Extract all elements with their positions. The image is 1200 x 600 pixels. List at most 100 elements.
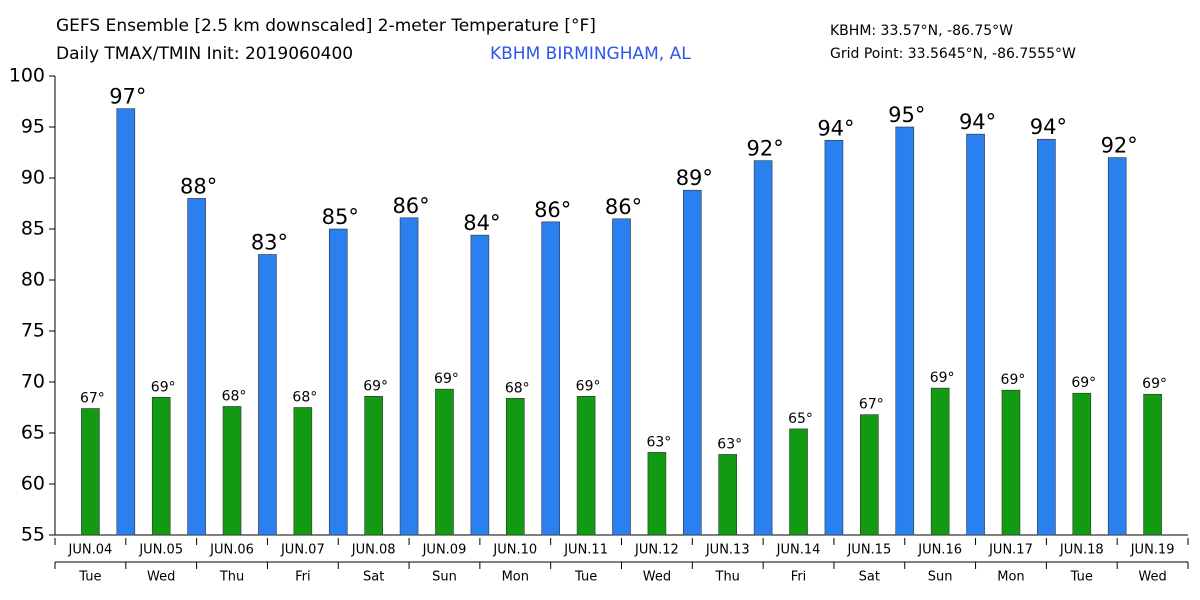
value-label: 92° [1101,134,1138,158]
weekday-label: Wed [643,570,671,585]
y-tick-label: 65 [21,422,45,444]
tmax-bar [683,189,702,536]
y-tick-label: 75 [21,320,45,342]
tmax-bar [116,108,136,536]
x-tick-label: JUN.04 [68,543,113,558]
tmin-bar [1143,393,1162,536]
value-label: 94° [1030,115,1067,139]
x-tick-label: JUN.17 [988,543,1033,558]
x-tick-label: JUN.07 [280,543,325,558]
value-label: 68° [292,390,317,406]
tmax-bar [1107,157,1127,536]
tmin-bar [647,452,667,536]
x-tick-label: JUN.15 [846,543,891,558]
tmin-bar [151,396,171,536]
x-tick-label: JUN.05 [138,543,183,558]
tmax-bar [187,198,206,536]
value-label: 89° [676,166,713,190]
tmin-bar [81,408,100,536]
tmin-bar [1072,392,1092,536]
grid-coords: Grid Point: 33.5645°N, -86.7555°W [830,46,1076,62]
y-tick-label: 85 [21,218,45,240]
tmin-bar [1001,389,1021,536]
weekday-label: Sun [928,570,953,585]
value-label: 69° [930,370,955,386]
x-tick-label: JUN.13 [705,543,750,558]
value-label: 69° [363,378,388,394]
value-label: 94° [959,110,996,134]
weekday-label: Sat [859,570,880,585]
tmax-bar [1037,138,1056,536]
tmax-bar [399,217,419,536]
weekday-label: Mon [997,570,1024,585]
value-label: 63° [646,434,671,450]
value-label: 63° [717,436,742,452]
weekday-label: Wed [1138,570,1166,585]
y-tick-label: 60 [21,473,45,495]
y-tick-label: 95 [21,116,45,138]
tmin-bar [860,414,879,536]
y-tick-label: 70 [21,371,45,393]
value-label: 94° [817,116,854,140]
weekday-label: Mon [502,570,529,585]
chart-title: GEFS Ensemble [2.5 km downscaled] 2-mete… [56,16,596,36]
tmax-bar [328,228,348,536]
value-label: 86° [392,194,429,218]
value-label: 69° [1142,376,1167,392]
weekday-label: Tue [574,570,597,585]
tmax-bar [895,126,915,536]
weekday-label: Tue [1070,570,1093,585]
weekday-label: Fri [791,570,807,585]
value-label: 86° [534,198,571,222]
tmin-bar [930,387,950,536]
value-label: 69° [1001,372,1026,388]
x-tick-label: JUN.10 [492,543,537,558]
tmax-bar [753,160,773,536]
tmax-bar [258,254,277,536]
value-label: 69° [1071,375,1096,391]
x-tick-label: JUN.18 [1059,543,1104,558]
value-label: 67° [859,397,884,413]
tmax-bar [612,218,631,536]
y-tick-label: 80 [21,269,45,291]
weekday-label: Sun [432,570,457,585]
chart-subtitle: Daily TMAX/TMIN Init: 2019060400 [56,44,353,64]
x-tick-label: JUN.09 [422,543,467,558]
x-tick-label: JUN.14 [776,543,821,558]
x-tick-label: JUN.06 [209,543,254,558]
tmax-bar [541,221,560,536]
value-label: 86° [605,195,642,219]
y-tick-label: 90 [21,167,45,189]
value-label: 69° [151,379,176,395]
weekday-label: Wed [147,570,175,585]
tmax-bar [470,234,490,536]
tmin-bar [222,406,242,536]
value-label: 67° [80,391,105,407]
value-label: 85° [322,205,359,229]
value-label: 97° [109,85,146,109]
weekday-label: Tue [78,570,101,585]
value-label: 88° [180,174,217,198]
tmin-bar [718,454,738,536]
x-tick-label: JUN.11 [563,543,608,558]
weekday-label: Fri [295,570,311,585]
tmin-bar [576,395,596,536]
y-tick-label: 55 [21,524,45,546]
value-label: 69° [576,378,601,394]
value-label: 92° [747,137,784,161]
value-label: 65° [788,411,813,427]
value-label: 84° [463,211,500,235]
value-label: 95° [888,103,925,127]
x-tick-label: JUN.12 [634,543,679,558]
weekday-label: Thu [715,570,740,585]
tmax-bar [824,139,844,536]
tmin-bar [435,388,454,536]
x-tick-label: JUN.16 [917,543,962,558]
value-label: 68° [505,380,530,396]
tmin-bar [364,395,383,536]
tmin-bar [293,407,313,536]
tmin-bar [789,428,808,536]
tmax-bar [966,133,985,536]
y-tick-label: 100 [9,65,45,87]
